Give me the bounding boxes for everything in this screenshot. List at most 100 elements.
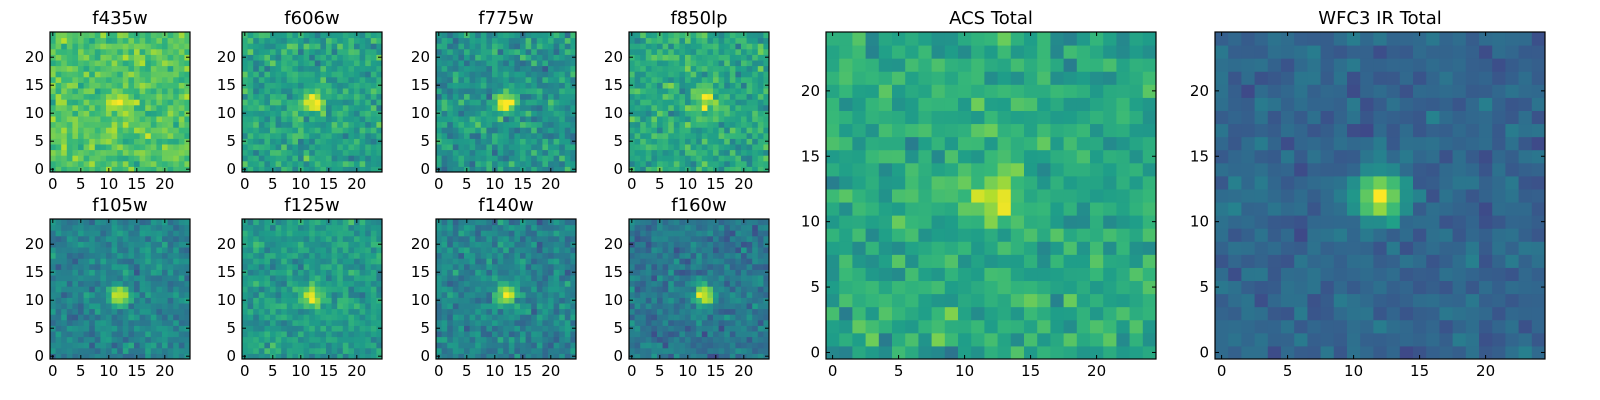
pixel-cell bbox=[78, 71, 85, 78]
pixel-cell bbox=[690, 138, 697, 145]
pixel-cell bbox=[309, 99, 316, 106]
pixel-cell bbox=[100, 258, 107, 265]
pixel-cell bbox=[503, 336, 510, 343]
pixel-cell bbox=[536, 308, 543, 315]
pixel-cell bbox=[106, 342, 113, 349]
pixel-cell bbox=[286, 353, 293, 360]
pixel-cell bbox=[253, 280, 260, 287]
pixel-cell bbox=[763, 280, 770, 287]
pixel-cell bbox=[729, 155, 736, 162]
pixel-cell bbox=[370, 280, 377, 287]
pixel-cell bbox=[331, 269, 338, 276]
pixel-cell bbox=[436, 303, 443, 310]
pixel-cell bbox=[741, 347, 748, 354]
pixel-cell bbox=[763, 331, 770, 338]
pixel-cell bbox=[634, 99, 641, 106]
pixel-cell bbox=[303, 127, 310, 134]
pixel-cell bbox=[469, 48, 476, 55]
pixel-cell bbox=[640, 297, 647, 304]
pixel-cell bbox=[253, 269, 260, 276]
pixel-cell bbox=[525, 291, 532, 298]
pixel-cell bbox=[542, 286, 549, 293]
pixel-cell bbox=[696, 155, 703, 162]
pixel-cell bbox=[94, 116, 101, 123]
pixel-cell bbox=[640, 99, 647, 106]
pixel-cell bbox=[83, 347, 90, 354]
pixel-cell bbox=[564, 347, 571, 354]
pixel-cell bbox=[469, 76, 476, 83]
pixel-cell bbox=[337, 263, 344, 270]
pixel-cell bbox=[173, 60, 180, 67]
pixel-cell bbox=[441, 93, 448, 100]
pixel-cell bbox=[106, 308, 113, 315]
pixel-cell bbox=[253, 353, 260, 360]
pixel-cell bbox=[150, 308, 157, 315]
pixel-cell bbox=[167, 104, 174, 111]
pixel-cell bbox=[497, 93, 504, 100]
pixel-cell bbox=[94, 291, 101, 298]
pixel-cell bbox=[452, 121, 459, 128]
pixel-cell bbox=[662, 297, 669, 304]
pixel-cell bbox=[503, 110, 510, 117]
pixel-cell bbox=[178, 235, 185, 242]
pixel-cell bbox=[469, 99, 476, 106]
pixel-cell bbox=[634, 132, 641, 139]
pixel-cell bbox=[559, 258, 566, 265]
pixel-cell bbox=[662, 132, 669, 139]
pixel-cell bbox=[156, 48, 163, 55]
pixel-cell bbox=[111, 155, 118, 162]
pixel-cell bbox=[752, 319, 759, 326]
pixel-cell bbox=[441, 32, 448, 39]
pixel-cell bbox=[173, 37, 180, 44]
pixel-cell bbox=[525, 43, 532, 50]
pixel-cell bbox=[548, 331, 555, 338]
pixel-cell bbox=[469, 297, 476, 304]
pixel-cell bbox=[685, 319, 692, 326]
pixel-cell bbox=[292, 331, 299, 338]
pixel-cell bbox=[122, 258, 129, 265]
pixel-cell bbox=[713, 71, 720, 78]
pixel-cell bbox=[441, 319, 448, 326]
pixel-cell bbox=[634, 166, 641, 173]
pixel-cell bbox=[458, 104, 465, 111]
pixel-cell bbox=[326, 149, 333, 156]
pixel-cell bbox=[645, 60, 652, 67]
y-tick-label: 20 bbox=[217, 48, 236, 66]
pixel-cell bbox=[475, 308, 482, 315]
pixel-cell bbox=[497, 241, 504, 248]
pixel-cell bbox=[673, 269, 680, 276]
pixel-cell bbox=[763, 319, 770, 326]
pixel-cell bbox=[640, 160, 647, 167]
y-tick-label: 15 bbox=[217, 76, 236, 94]
pixel-cell bbox=[314, 166, 321, 173]
pixel-cell bbox=[264, 336, 271, 343]
pixel-cell bbox=[342, 263, 349, 270]
pixel-cell bbox=[89, 121, 96, 128]
pixel-cell bbox=[139, 331, 146, 338]
pixel-cell bbox=[309, 104, 316, 111]
pixel-cell bbox=[492, 48, 499, 55]
pixel-cell bbox=[469, 308, 476, 315]
pixel-cell bbox=[447, 252, 454, 259]
pixel-cell bbox=[436, 76, 443, 83]
image-cells bbox=[436, 219, 577, 360]
pixel-cell bbox=[264, 127, 271, 134]
pixel-cell bbox=[298, 104, 305, 111]
y-tick-label: 20 bbox=[411, 235, 430, 253]
pixel-cell bbox=[696, 291, 703, 298]
pixel-cell bbox=[184, 336, 191, 343]
pixel-cell bbox=[320, 76, 327, 83]
pixel-cell bbox=[83, 132, 90, 139]
pixel-cell bbox=[668, 280, 675, 287]
pixel-cell bbox=[724, 76, 731, 83]
pixel-cell bbox=[122, 65, 129, 72]
pixel-cell bbox=[564, 99, 571, 106]
pixel-cell bbox=[337, 252, 344, 259]
pixel-cell bbox=[50, 116, 57, 123]
pixel-cell bbox=[61, 54, 68, 61]
pixel-cell bbox=[757, 308, 764, 315]
pixel-cell bbox=[128, 138, 135, 145]
pixel-cell bbox=[548, 230, 555, 237]
pixel-cell bbox=[475, 71, 482, 78]
pixel-cell bbox=[735, 65, 742, 72]
